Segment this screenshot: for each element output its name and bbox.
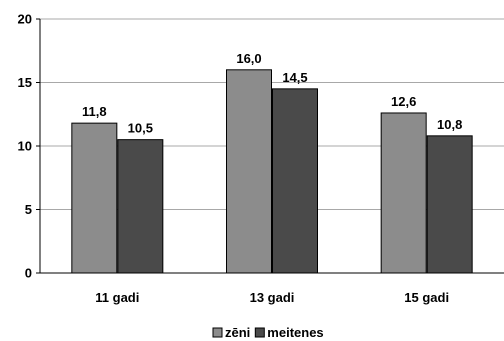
- data-label: 10,5: [128, 121, 153, 136]
- legend: zēni meitenes: [212, 325, 324, 340]
- x-tick-label: 13 gadi: [250, 290, 295, 305]
- x-tick-label: 15 gadi: [404, 290, 449, 305]
- legend-swatch: [212, 327, 223, 338]
- y-tick-label: 0: [25, 266, 32, 281]
- data-label: 11,8: [82, 104, 107, 119]
- x-tick-label: 11 gadi: [95, 290, 139, 305]
- y-tick-label: 5: [25, 202, 32, 217]
- bar: [272, 88, 318, 274]
- y-tick-label: 15: [18, 75, 32, 90]
- data-label: 14,5: [282, 70, 307, 85]
- data-label: 16,0: [236, 51, 261, 66]
- y-tick-label: 20: [18, 12, 32, 27]
- y-axis-ticks: 0 5 10 15 20: [18, 12, 40, 281]
- legend-label: meitenes: [267, 325, 323, 340]
- x-axis-ticks: 11 gadi 13 gadi 15 gadi: [95, 290, 449, 305]
- bars: [71, 69, 473, 274]
- y-tick-label: 10: [18, 139, 32, 154]
- data-labels: 11,8 10,5 16,0 14,5 12,6 10,8: [82, 51, 462, 136]
- legend-swatch: [254, 327, 265, 338]
- data-label: 12,6: [391, 94, 416, 109]
- bar: [226, 69, 272, 274]
- bar: [71, 122, 118, 274]
- bar: [426, 135, 473, 274]
- data-label: 10,8: [437, 117, 462, 132]
- bar: [117, 139, 164, 274]
- legend-label: zēni: [225, 325, 250, 340]
- bar: [380, 112, 427, 274]
